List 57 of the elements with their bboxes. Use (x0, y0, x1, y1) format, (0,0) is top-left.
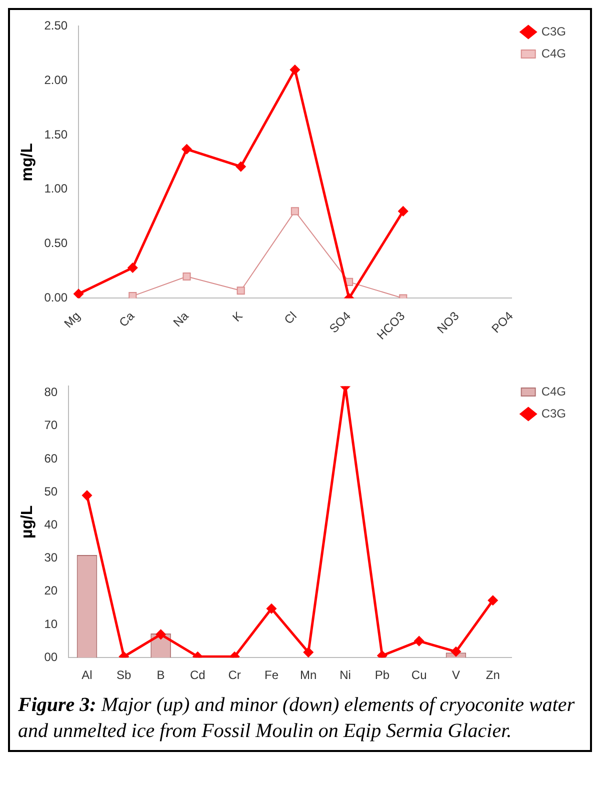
y-tick-label: 60 (44, 451, 58, 466)
y-tick-label: 0.00 (44, 290, 68, 305)
point (377, 650, 387, 658)
y-tick-label: 2.00 (44, 72, 68, 87)
point (182, 144, 192, 154)
x-tick-label: Cd (190, 668, 206, 682)
point (290, 207, 299, 216)
x-tick-label: Al (82, 668, 92, 682)
legend-label: C3G (541, 406, 566, 420)
point (488, 596, 498, 606)
x-tick-label: Ni (340, 668, 351, 682)
point (74, 289, 84, 298)
point (128, 292, 137, 298)
point (128, 263, 138, 273)
legend-label: C3G (541, 24, 566, 38)
y-tick-label: 40 (44, 518, 58, 532)
point (451, 646, 461, 656)
x-tick-label: Cu (411, 668, 427, 682)
x-tick-label: V (452, 668, 460, 682)
x-tick-label: Cr (228, 668, 241, 682)
y-tick-label: 00 (44, 650, 58, 664)
y-tick-label: 30 (44, 550, 58, 565)
y-axis-title: µg/L (19, 505, 36, 539)
x-tick-label: Ca (116, 308, 138, 330)
x-tick-label: Mg (61, 308, 84, 331)
x-tick-label: Cl (281, 308, 300, 327)
x-tick-label: Fe (264, 668, 279, 682)
y-tick-label: 10 (44, 616, 58, 631)
y-tick-label: 0.50 (44, 236, 68, 250)
y-tick-label: 80 (44, 385, 58, 400)
point (414, 636, 424, 646)
y-tick-label: 1.00 (44, 182, 68, 196)
y-tick-label: 50 (44, 484, 58, 498)
y-tick-label: 70 (44, 418, 58, 432)
point (156, 630, 166, 640)
y-axis-title: mg/L (19, 142, 36, 182)
x-tick-label: Zn (486, 668, 500, 682)
point (82, 490, 92, 500)
point (398, 206, 408, 216)
caption: Figure 3: Major (up) and minor (down) elements of cryoconite water and unmelted ice from Fossil Moulin on Eqip Sermia Glacier. (18, 694, 575, 742)
point (290, 64, 300, 74)
x-tick-label: Na (170, 308, 192, 330)
y-tick-label: 20 (44, 584, 58, 598)
legend-label: C4G (541, 384, 566, 398)
x-tick-label: K (230, 308, 246, 324)
y-tick-label: 2.50 (44, 18, 68, 33)
y-tick-label: 1.50 (44, 127, 68, 142)
x-tick-label: Mn (300, 668, 317, 682)
point (236, 162, 246, 172)
point (304, 648, 314, 658)
point (236, 286, 245, 295)
x-tick-label: Pb (374, 668, 390, 682)
point (266, 604, 276, 614)
legend-label: C4G (541, 46, 566, 60)
x-tick-label: Sb (116, 668, 132, 682)
point (182, 272, 191, 281)
x-tick-label: B (156, 668, 165, 682)
